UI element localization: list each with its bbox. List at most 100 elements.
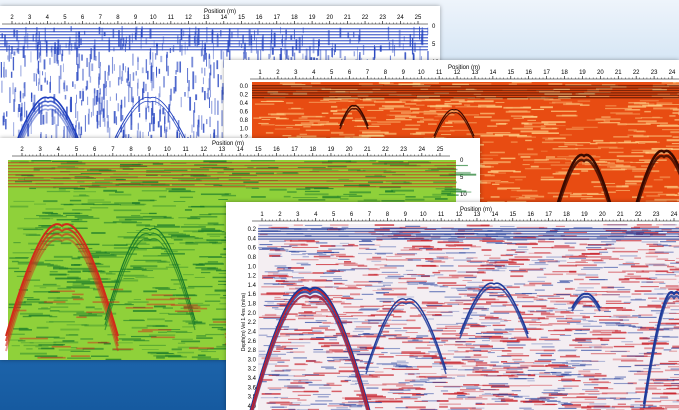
x-tick-label: 24 xyxy=(418,147,425,153)
noise-stroke xyxy=(646,264,668,266)
noise-stroke xyxy=(462,280,472,281)
noise-stroke xyxy=(502,304,519,307)
noise-stroke xyxy=(419,119,439,122)
noise-stroke xyxy=(378,282,393,284)
noise-stroke xyxy=(195,94,198,101)
noise-stroke xyxy=(305,359,316,362)
noise-stroke xyxy=(194,31,197,46)
noise-stroke xyxy=(538,375,564,378)
noise-stroke xyxy=(104,299,116,300)
noise-stroke xyxy=(285,334,304,336)
noise-stroke xyxy=(266,293,290,295)
noise-stroke xyxy=(298,117,308,120)
noise-stroke xyxy=(435,337,461,340)
noise-stroke xyxy=(648,297,657,299)
noise-stroke xyxy=(339,318,358,320)
noise-stroke xyxy=(435,188,459,190)
noise-stroke xyxy=(359,395,383,397)
noise-stroke xyxy=(576,396,598,399)
noise-stroke xyxy=(577,376,595,378)
noise-stroke xyxy=(632,141,660,144)
noise-stroke xyxy=(303,390,319,393)
noise-stroke xyxy=(43,200,58,203)
noise-stroke xyxy=(648,405,657,407)
noise-stroke xyxy=(193,110,195,128)
noise-stroke xyxy=(386,259,413,261)
noise-stroke xyxy=(500,229,517,231)
noise-stroke xyxy=(440,265,454,267)
x-tick-label: 18 xyxy=(291,15,298,21)
noise-stroke xyxy=(113,111,116,124)
noise-stroke xyxy=(492,183,500,185)
noise-stroke xyxy=(391,231,403,233)
noise-stroke xyxy=(326,382,335,385)
noise-stroke xyxy=(25,279,41,281)
noise-stroke xyxy=(6,111,8,117)
noise-stroke xyxy=(183,223,199,226)
x-tick-label: 15 xyxy=(238,15,245,21)
noise-stroke xyxy=(156,352,174,354)
noise-stroke xyxy=(313,372,341,374)
noise-stroke xyxy=(41,102,43,115)
noise-stroke xyxy=(176,61,179,73)
noise-stroke xyxy=(158,289,177,291)
x-tick-label: 15 xyxy=(507,70,514,76)
noise-stroke xyxy=(495,101,505,104)
noise-stroke xyxy=(190,134,192,140)
noise-stroke xyxy=(208,78,210,91)
noise-stroke xyxy=(289,404,311,406)
noise-stroke xyxy=(138,113,141,118)
noise-stroke xyxy=(667,266,677,268)
noise-stroke xyxy=(554,311,571,313)
noise-stroke xyxy=(454,344,467,346)
noise-stroke xyxy=(45,134,47,140)
noise-stroke xyxy=(132,97,134,103)
noise-stroke xyxy=(170,304,198,306)
noise-stroke xyxy=(176,131,179,140)
noise-stroke xyxy=(431,357,446,360)
noise-stroke xyxy=(79,133,82,140)
noise-stroke xyxy=(36,68,39,73)
noise-stroke xyxy=(496,355,512,357)
noise-stroke xyxy=(648,321,659,323)
noise-stroke xyxy=(121,222,142,224)
noise-stroke xyxy=(467,100,494,103)
noise-stroke xyxy=(114,279,139,282)
noise-stroke xyxy=(406,280,427,282)
noise-stroke xyxy=(316,250,332,252)
noise-stroke xyxy=(325,279,348,282)
noise-stroke xyxy=(660,241,677,243)
noise-stroke xyxy=(380,330,390,333)
noise-stroke xyxy=(10,52,12,59)
noise-stroke xyxy=(513,301,534,303)
noise-stroke xyxy=(670,385,679,387)
noise-stroke xyxy=(124,96,126,108)
noise-stroke xyxy=(148,131,149,137)
noise-stroke xyxy=(575,300,599,303)
noise-stroke xyxy=(439,286,449,288)
noise-stroke xyxy=(676,257,679,259)
noise-stroke xyxy=(456,396,476,398)
noise-stroke xyxy=(123,123,126,138)
noise-stroke xyxy=(430,284,439,286)
noise-stroke xyxy=(275,326,290,328)
noise-stroke xyxy=(293,380,302,382)
noise-stroke xyxy=(298,381,312,383)
noise-stroke xyxy=(663,327,679,329)
noise-stroke xyxy=(53,267,69,270)
noise-stroke xyxy=(281,345,305,347)
noise-stroke xyxy=(492,365,511,367)
noise-stroke xyxy=(342,244,359,247)
noise-stroke xyxy=(470,348,493,350)
noise-stroke xyxy=(305,129,330,132)
noise-stroke xyxy=(288,338,304,341)
noise-stroke xyxy=(45,111,48,124)
noise-stroke xyxy=(167,111,170,123)
noise-stroke xyxy=(197,119,200,137)
noise-stroke xyxy=(38,225,54,226)
noise-stroke xyxy=(360,305,384,308)
noise-stroke xyxy=(539,260,558,263)
noise-stroke xyxy=(301,313,322,315)
noise-stroke xyxy=(322,196,341,199)
noise-stroke xyxy=(58,310,85,313)
